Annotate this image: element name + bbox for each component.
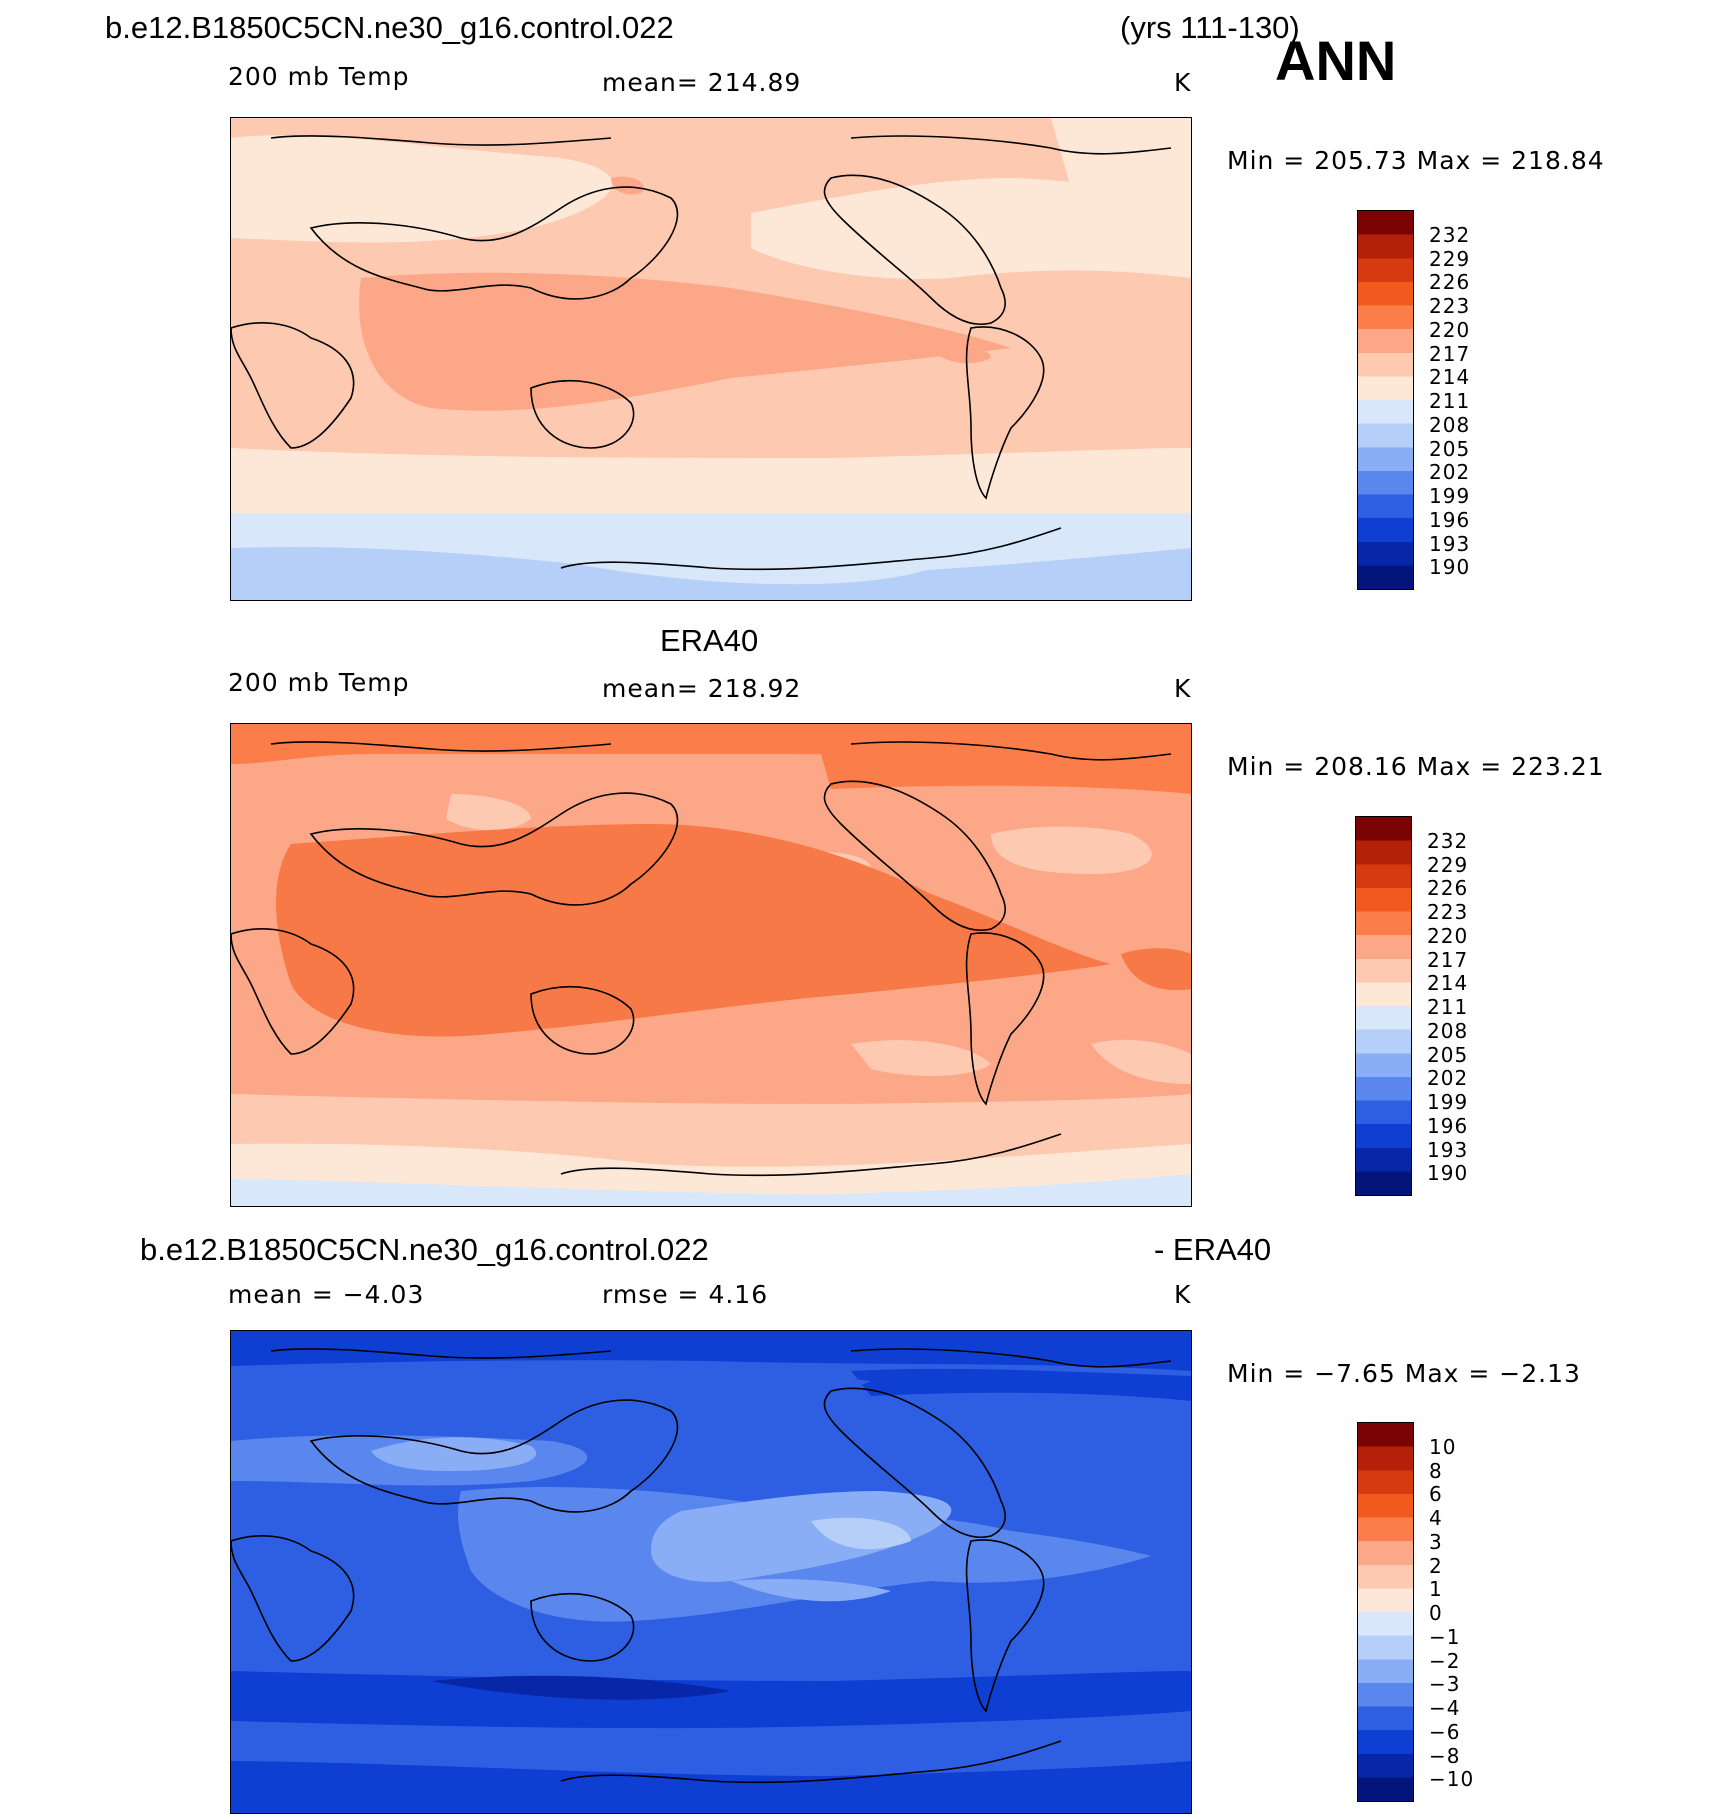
panel1-map	[230, 117, 1192, 601]
panel3-colorbar-swatches	[1357, 1422, 1414, 1802]
panel1-units-label: K	[1174, 68, 1192, 97]
panel1-colorbar-tick: 199	[1429, 484, 1471, 508]
panel2-colorbar-tick: 190	[1427, 1161, 1469, 1185]
panel2-colorbar-tick: 199	[1427, 1090, 1469, 1114]
panel3-colorbar-tick: −1	[1429, 1625, 1461, 1649]
panel1-colorbar-tick: 226	[1429, 270, 1471, 294]
panel2-minmax-label: Min = 208.16 Max = 223.21	[1227, 752, 1605, 781]
season-label: ANN	[1275, 29, 1397, 92]
panel3-mean-label: mean = −4.03	[228, 1280, 425, 1309]
panel2-colorbar-tick: 211	[1427, 995, 1469, 1019]
panel1-colorbar-tick: 202	[1429, 460, 1471, 484]
panel2-colorbar-tick: 205	[1427, 1043, 1469, 1067]
panel2-map	[230, 723, 1192, 1207]
panel2-colorbar-tick: 193	[1427, 1138, 1469, 1162]
panel3-minmax-label: Min = −7.65 Max = −2.13	[1227, 1359, 1581, 1388]
panel1-colorbar-swatches	[1357, 210, 1414, 590]
panel3-colorbar-tick: 6	[1429, 1482, 1443, 1506]
panel1-colorbar-tick: 205	[1429, 437, 1471, 461]
years-label: (yrs 111-130)	[1120, 10, 1300, 45]
panel3-colorbar-tick: −6	[1429, 1720, 1461, 1744]
panel3-colorbar-tick: −4	[1429, 1696, 1461, 1720]
panel1-colorbar-tick: 223	[1429, 294, 1471, 318]
panel1-minmax-label: Min = 205.73 Max = 218.84	[1227, 146, 1605, 175]
panel1-colorbar-tick: 211	[1429, 389, 1471, 413]
panel3-title-left: b.e12.B1850C5CN.ne30_g16.control.022	[140, 1232, 709, 1267]
panel2-colorbar-tick: 208	[1427, 1019, 1469, 1043]
panel1-colorbar-tick: 196	[1429, 508, 1471, 532]
panel3-colorbar-tick: −8	[1429, 1744, 1461, 1768]
panel2-colorbar-tick: 214	[1427, 971, 1469, 995]
panel2-colorbar-swatches	[1355, 816, 1412, 1196]
panel2-colorbar-tick: 196	[1427, 1114, 1469, 1138]
panel3-colorbar-tick: −10	[1429, 1767, 1475, 1791]
panel2-title: ERA40	[660, 623, 759, 658]
panel1-colorbar-tick: 217	[1429, 342, 1471, 366]
panel3-colorbar-tick: 2	[1429, 1554, 1443, 1578]
panel1-colorbar-tick: 214	[1429, 365, 1471, 389]
panel2-variable-label: 200 mb Temp	[228, 668, 410, 697]
panel3-colorbar-tick: 4	[1429, 1506, 1443, 1530]
panel1-colorbar-tick: 229	[1429, 247, 1471, 271]
panel1-colorbar-tick: 208	[1429, 413, 1471, 437]
panel2-colorbar-tick: 220	[1427, 924, 1469, 948]
panel2-mean-label: mean= 218.92	[602, 674, 802, 703]
panel2-colorbar-tick: 226	[1427, 876, 1469, 900]
panel2-colorbar-tick: 223	[1427, 900, 1469, 924]
panel3-colorbar-tick: 3	[1429, 1530, 1443, 1554]
panel2-colorbar-tick: 232	[1427, 829, 1469, 853]
panel2-units-label: K	[1174, 674, 1192, 703]
panel1-colorbar-tick: 220	[1429, 318, 1471, 342]
panel1-colorbar-tick: 190	[1429, 555, 1471, 579]
panel3-colorbar-tick: 10	[1429, 1435, 1457, 1459]
panel1-colorbar-tick: 232	[1429, 223, 1471, 247]
panel3-colorbar-tick: −2	[1429, 1649, 1461, 1673]
panel3-rmse-label: rmse = 4.16	[602, 1280, 769, 1309]
panel2-colorbar-tick: 229	[1427, 853, 1469, 877]
panel3-colorbar-tick: 0	[1429, 1601, 1443, 1625]
panel1-mean-label: mean= 214.89	[602, 68, 802, 97]
case-title: b.e12.B1850C5CN.ne30_g16.control.022	[105, 10, 674, 45]
panel3-colorbar-tick: −3	[1429, 1672, 1461, 1696]
panel3-title-right: - ERA40	[1154, 1232, 1272, 1267]
panel1-variable-label: 200 mb Temp	[228, 62, 410, 91]
panel2-colorbar-tick: 217	[1427, 948, 1469, 972]
panel3-map	[230, 1330, 1192, 1814]
panel3-colorbar-tick: 1	[1429, 1577, 1443, 1601]
panel3-colorbar-tick: 8	[1429, 1459, 1443, 1483]
panel3-units-label: K	[1174, 1280, 1192, 1309]
panel2-colorbar-tick: 202	[1427, 1066, 1469, 1090]
panel1-colorbar-tick: 193	[1429, 532, 1471, 556]
